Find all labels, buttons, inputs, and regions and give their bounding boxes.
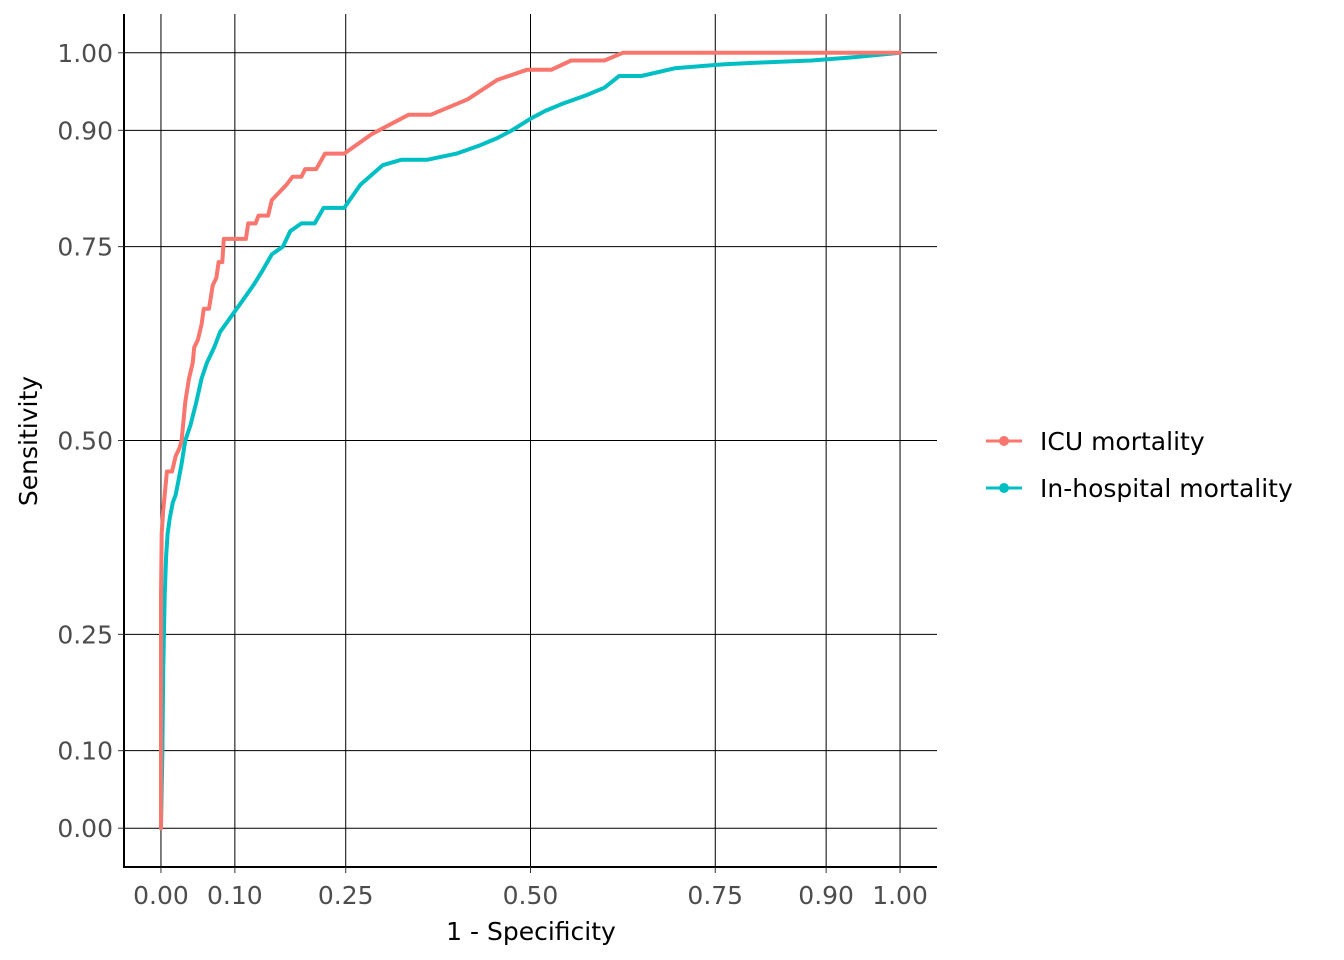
x-tick-label: 0.25 — [318, 881, 374, 910]
legend: ICU mortality In-hospital mortality — [986, 427, 1293, 503]
x-tick-label: 0.75 — [687, 881, 743, 910]
roc-curve-icu-mortality — [159, 50, 902, 831]
legend-item: ICU mortality — [986, 427, 1205, 456]
x-tick-label: 0.90 — [798, 881, 854, 910]
x-tick-label: 0.10 — [207, 881, 263, 910]
x-axis-title: 1 - Specificity — [446, 917, 616, 946]
grid-lines — [124, 14, 937, 867]
y-tick-label: 0.25 — [57, 620, 113, 649]
legend-item: In-hospital mortality — [986, 474, 1293, 503]
legend-label: ICU mortality — [1040, 427, 1205, 456]
legend-key-dot — [999, 483, 1009, 493]
x-tick-label: 0.50 — [503, 881, 559, 910]
y-tick-label: 0.90 — [57, 116, 113, 145]
legend-key-dot — [999, 436, 1009, 446]
x-axis-ticks: 0.00 0.10 0.25 0.50 0.75 0.90 1.00 — [133, 867, 928, 910]
roc-curves — [159, 50, 902, 831]
y-tick-label: 0.50 — [57, 427, 113, 456]
y-tick-label: 0.00 — [57, 814, 113, 843]
y-tick-label: 0.75 — [57, 233, 113, 262]
y-axis-title: Sensitivity — [14, 376, 43, 506]
x-tick-label: 1.00 — [872, 881, 928, 910]
y-tick-label: 1.00 — [57, 39, 113, 68]
y-axis-ticks: 0.00 0.10 0.25 0.50 0.75 0.90 1.00 — [57, 39, 124, 843]
y-tick-label: 0.10 — [57, 737, 113, 766]
roc-curve-in-hospital-mortality — [159, 50, 902, 831]
legend-label: In-hospital mortality — [1040, 474, 1293, 503]
x-tick-label: 0.00 — [133, 881, 189, 910]
